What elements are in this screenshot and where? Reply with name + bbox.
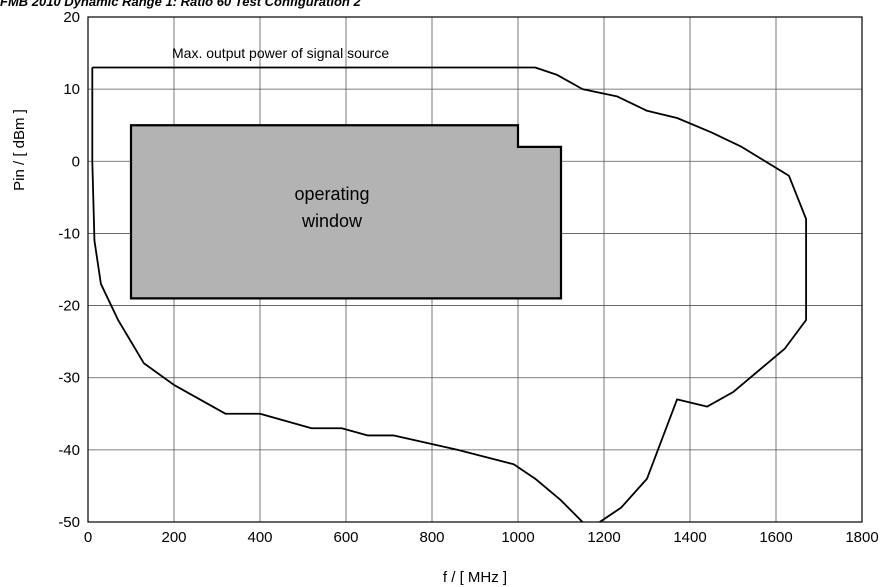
series-lines xyxy=(91,66,807,523)
x-tick-label: 800 xyxy=(419,529,444,546)
x-tick-label: 0 xyxy=(84,529,92,546)
y-tick-label: 20 xyxy=(63,9,80,26)
y-axis-label: Pin / [ dBm ] xyxy=(11,109,28,191)
y-tick-label: -10 xyxy=(58,225,80,242)
x-tick-label: 600 xyxy=(333,529,358,546)
y-tick-label: 0 xyxy=(72,153,80,170)
y-tick-label: -20 xyxy=(58,298,80,315)
y-tick-label: -30 xyxy=(58,370,80,387)
annotation-label: Max. output power of signal source xyxy=(172,45,389,61)
x-tick-label: 1000 xyxy=(501,529,534,546)
x-tick-label: 1400 xyxy=(673,529,706,546)
tick-labels: 0 200 400 600 800 1000 1200 1400 1600 1800 20 10 0 -1… xyxy=(58,9,878,546)
series-line xyxy=(92,66,807,523)
plot-frame xyxy=(87,16,863,523)
x-tick-label: 1600 xyxy=(759,529,792,546)
window-label-line2: window xyxy=(301,211,363,231)
series-line xyxy=(91,67,584,523)
x-tick-label: 1800 xyxy=(845,529,878,546)
y-tick-label: 10 xyxy=(63,81,80,98)
x-tick-label: 400 xyxy=(247,529,272,546)
y-tick-label: -40 xyxy=(58,442,80,459)
chart-title: FMB 2010 Dynamic Range 1: Ratio 60 Test … xyxy=(0,0,361,9)
window-label-line1: operating xyxy=(294,184,369,204)
x-tick-label: 200 xyxy=(161,529,186,546)
y-tick-label: -50 xyxy=(58,514,80,531)
operating-window-shape xyxy=(129,124,563,300)
x-tick-label: 1200 xyxy=(587,529,620,546)
x-axis-label: f / [ MHz ] xyxy=(443,569,507,586)
operating-window xyxy=(129,124,563,300)
